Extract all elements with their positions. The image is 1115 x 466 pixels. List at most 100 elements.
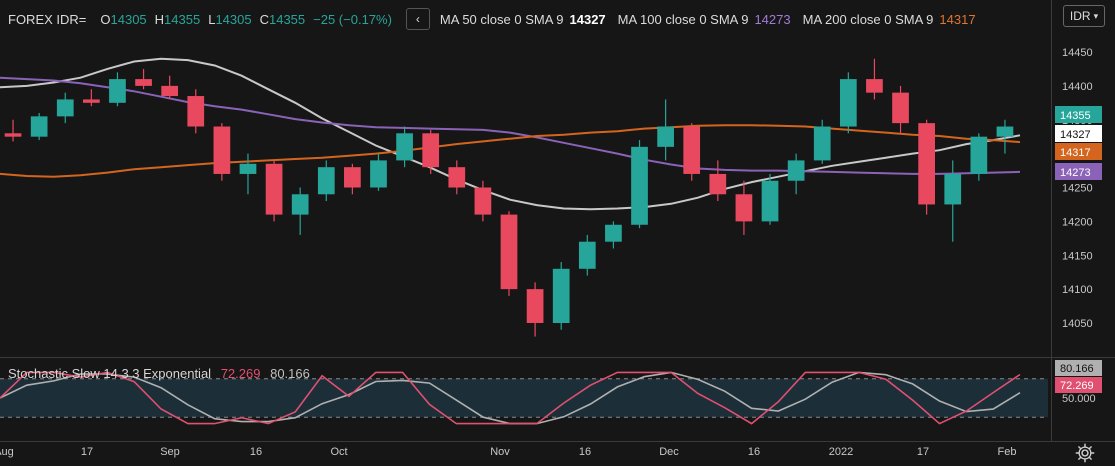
time-tick-label: 16	[578, 446, 592, 458]
open-value: 14305	[110, 11, 147, 27]
stochastic-tag	[1055, 360, 1102, 376]
time-tick-label: Oct	[330, 446, 348, 458]
stochastic-chart[interactable]: 50.000 80.166 72.269	[0, 358, 1115, 442]
ma200-value: 14317	[939, 11, 976, 27]
stochastic-k-value: 72.269	[220, 366, 261, 381]
price-chart[interactable]: 1445014400143501430014250142001415014100…	[0, 0, 1115, 357]
candle-body[interactable]	[187, 96, 205, 127]
stochastic-legend: Stochastic Slow 14 3 3 Exponential 72.26…	[8, 366, 310, 381]
time-tick-label: Dec	[659, 446, 679, 458]
candle-body[interactable]	[344, 167, 361, 188]
ma100-value: 14273	[754, 11, 791, 27]
candle-body[interactable]	[474, 187, 492, 215]
candle-body[interactable]	[4, 133, 22, 137]
close-value: 14355	[268, 11, 306, 27]
price-tag-label: 14327	[1060, 129, 1091, 141]
candle-body[interactable]	[370, 160, 387, 188]
price-tag	[1055, 125, 1102, 142]
price-tag-label: 14317	[1060, 147, 1091, 159]
symbol-name[interactable]: FOREX IDR=	[8, 11, 87, 27]
candle-body[interactable]	[56, 99, 74, 117]
stochastic-tag-label: 80.166	[1060, 363, 1094, 375]
ma200-line[interactable]	[0, 124, 1021, 178]
candle-body[interactable]	[709, 173, 727, 195]
stochastic-k-line[interactable]	[0, 371, 1021, 425]
candle-body[interactable]	[83, 99, 100, 103]
time-axis-separator	[0, 441, 1115, 442]
time-tick-label: Aug	[0, 446, 14, 458]
candle-body[interactable]	[735, 194, 753, 222]
low-label: L	[208, 11, 216, 27]
candle-body[interactable]	[605, 224, 622, 242]
chevron-left-icon: ‹	[415, 12, 420, 26]
price-tag	[1055, 143, 1102, 160]
price-tick-label: 14250	[1062, 183, 1093, 195]
time-tick-label: Feb	[997, 446, 1017, 458]
candle-body[interactable]	[213, 126, 231, 174]
price-tag	[1055, 163, 1102, 180]
header-legend: FOREX IDR= O 14305 H 14355 L 14305 C 143…	[8, 8, 988, 30]
time-tick-label: Sep	[160, 446, 180, 458]
time-tick-label: 16	[747, 446, 761, 458]
candle-body[interactable]	[239, 163, 257, 174]
ma50-label[interactable]: MA 50 close 0 SMA 9	[439, 11, 564, 27]
candle-body[interactable]	[996, 126, 1014, 137]
stochastic-band	[0, 378, 1048, 418]
collapse-legend-button[interactable]: ‹	[405, 8, 430, 30]
pane-separator[interactable]	[0, 357, 1115, 358]
candle-body[interactable]	[787, 160, 805, 181]
close-label: C	[259, 11, 269, 27]
ma100-label[interactable]: MA 100 close 0 SMA 9	[617, 11, 749, 27]
chevron-down-icon: ▾	[1093, 10, 1099, 21]
candle-body[interactable]	[135, 79, 152, 86]
stochastic-tag-label: 72.269	[1060, 380, 1094, 392]
change-value: −25 (−0.17%)	[313, 11, 392, 27]
price-tick-label: 14100	[1062, 284, 1093, 296]
candle-body[interactable]	[422, 133, 440, 168]
price-tick-label: 14450	[1062, 47, 1093, 59]
candle-body[interactable]	[944, 173, 962, 205]
stochastic-axis-label: 50.000	[1062, 393, 1096, 405]
candle-body[interactable]	[578, 241, 596, 269]
candle-body[interactable]	[683, 126, 701, 174]
candle-body[interactable]	[970, 136, 988, 174]
high-label: H	[154, 11, 165, 27]
candle-body[interactable]	[866, 79, 883, 93]
candle-body[interactable]	[761, 180, 779, 222]
candle-body[interactable]	[30, 116, 48, 137]
candle-body[interactable]	[839, 79, 857, 127]
price-tick-label: 14200	[1062, 216, 1093, 228]
ma200-label[interactable]: MA 200 close 0 SMA 9	[802, 11, 934, 27]
ma50-line[interactable]	[0, 57, 1021, 211]
candle-body[interactable]	[109, 79, 126, 103]
time-tick-label: 2022	[828, 446, 854, 458]
candle-body[interactable]	[813, 126, 831, 161]
price-tag-label: 14355	[1060, 110, 1091, 122]
gear-icon[interactable]	[1074, 442, 1096, 464]
time-tick-label: 17	[916, 446, 930, 458]
candle-body[interactable]	[317, 167, 335, 195]
candle-body[interactable]	[448, 167, 466, 188]
high-value: 14355	[164, 11, 201, 27]
candle-body[interactable]	[552, 268, 570, 323]
candle-body[interactable]	[291, 194, 309, 215]
candle-body[interactable]	[892, 92, 909, 124]
price-axis-separator	[1051, 0, 1052, 441]
candle-body[interactable]	[500, 214, 518, 290]
price-tick-label: 14150	[1062, 250, 1093, 262]
time-tick-label: 17	[80, 446, 94, 458]
candle-body[interactable]	[161, 85, 179, 97]
candle-body[interactable]	[918, 123, 935, 205]
price-tag	[1055, 106, 1102, 123]
currency-select[interactable]: IDR ▾	[1063, 5, 1105, 27]
candle-body[interactable]	[265, 163, 283, 215]
stochastic-label[interactable]: Stochastic Slow 14 3 3 Exponential	[8, 366, 212, 381]
candle-body[interactable]	[631, 146, 648, 225]
candle-body[interactable]	[657, 126, 674, 147]
currency-label: IDR	[1069, 9, 1091, 23]
time-tick-label: 16	[249, 446, 263, 458]
candle-body[interactable]	[396, 133, 413, 161]
stochastic-tag	[1055, 377, 1102, 393]
candle-body[interactable]	[526, 289, 544, 323]
open-label: O	[100, 11, 111, 27]
